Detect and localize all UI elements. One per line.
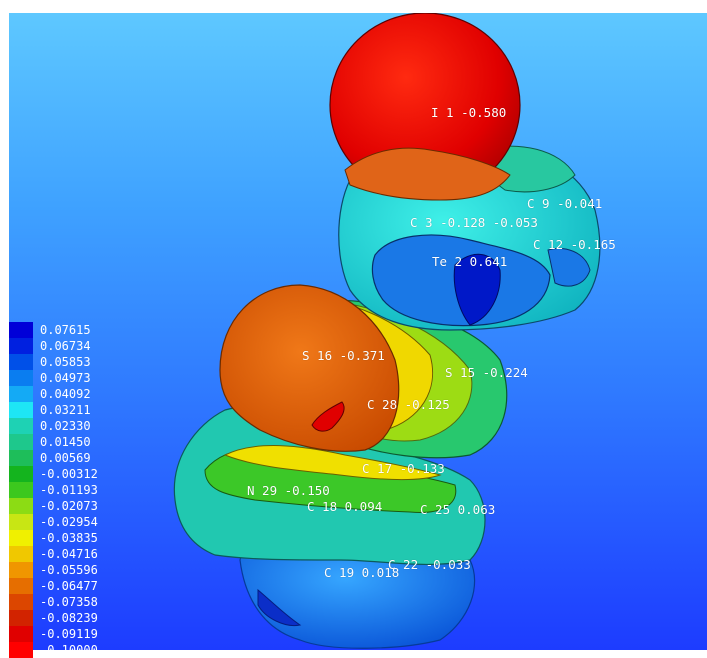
atom-label: C 19 0.018 <box>324 565 400 580</box>
legend-row: -0.00312 <box>9 466 129 482</box>
te-darkblue-core <box>453 253 501 326</box>
legend-row: 0.04092 <box>9 386 129 402</box>
legend-swatch <box>9 434 33 450</box>
legend-swatch <box>9 338 33 354</box>
atom-label: I 1 -0.580 <box>431 105 507 120</box>
atom-label: C 12 -0.165 <box>533 237 616 252</box>
legend-value: 0.01450 <box>40 435 91 449</box>
legend-row: -0.09119 <box>9 626 129 642</box>
legend-value: 0.00569 <box>40 451 91 465</box>
legend-row: -0.05596 <box>9 562 129 578</box>
atom-label: C 9 -0.041 <box>527 196 603 211</box>
legend-value: -0.05596 <box>40 563 98 577</box>
legend-value: -0.00312 <box>40 467 98 481</box>
legend-value: -0.07358 <box>40 595 98 609</box>
legend-row: 0.01450 <box>9 434 129 450</box>
legend-swatch <box>9 418 33 434</box>
atom-label: C 18 0.094 <box>307 499 383 514</box>
legend-row: -0.02954 <box>9 514 129 530</box>
legend-value: -0.03835 <box>40 531 98 545</box>
legend-swatch <box>9 450 33 466</box>
legend-value: -0.08239 <box>40 611 98 625</box>
legend-row: -0.10000 <box>9 642 129 658</box>
atom-label: N 29 -0.150 <box>247 483 330 498</box>
legend-swatch <box>9 322 33 338</box>
legend-value: -0.04716 <box>40 547 98 561</box>
middle-orange-lobe <box>219 284 400 452</box>
legend-value: 0.05853 <box>40 355 91 369</box>
electrostatic-potential-surface <box>173 13 601 649</box>
atom-label: C 17 -0.133 <box>362 461 445 476</box>
legend-row: 0.04973 <box>9 370 129 386</box>
red-patch <box>311 401 345 432</box>
atom-label: S 15 -0.224 <box>445 365 528 380</box>
legend-swatch <box>9 626 33 642</box>
c12-blue-patch <box>547 247 591 287</box>
iodine-orange-band <box>344 147 511 201</box>
atom-label: C 3 -0.128 -0.053 <box>410 215 538 230</box>
legend-row: -0.04716 <box>9 546 129 562</box>
legend-value: -0.01193 <box>40 483 98 497</box>
atom-label: S 16 -0.371 <box>302 348 385 363</box>
legend-row: -0.07358 <box>9 594 129 610</box>
legend-row: -0.03835 <box>9 530 129 546</box>
legend-swatch <box>9 402 33 418</box>
legend-row: 0.06734 <box>9 338 129 354</box>
legend-row: 0.03211 <box>9 402 129 418</box>
atom-label: C 22 -0.033 <box>388 557 471 572</box>
legend-value: -0.10000 <box>40 643 98 657</box>
atom-label: Te 2 0.641 <box>432 254 508 269</box>
legend-value: -0.02954 <box>40 515 98 529</box>
legend-swatch <box>9 642 33 658</box>
legend-swatch <box>9 386 33 402</box>
legend-value: -0.06477 <box>40 579 98 593</box>
legend-row: -0.08239 <box>9 610 129 626</box>
legend-swatch <box>9 354 33 370</box>
atom-label: C 25 0.063 <box>420 502 496 517</box>
legend-row: 0.05853 <box>9 354 129 370</box>
legend-row: -0.01193 <box>9 482 129 498</box>
legend-swatch <box>9 594 33 610</box>
legend-row: 0.02330 <box>9 418 129 434</box>
legend-swatch <box>9 610 33 626</box>
legend-swatch <box>9 562 33 578</box>
molecule-viewport[interactable]: I 1 -0.580 C 9 -0.041 C 3 -0.128 -0.053 … <box>9 13 707 650</box>
legend-swatch <box>9 530 33 546</box>
dark-blue-patch <box>257 588 302 627</box>
legend-swatch <box>9 466 33 482</box>
legend-value: -0.02073 <box>40 499 98 513</box>
legend-value: 0.02330 <box>40 419 91 433</box>
legend-row: 0.00569 <box>9 450 129 466</box>
legend-swatch <box>9 482 33 498</box>
legend-swatch <box>9 546 33 562</box>
legend-swatch <box>9 578 33 594</box>
legend-row: -0.02073 <box>9 498 129 514</box>
color-scale-legend: 0.07615 0.06734 0.05853 0.04973 0.04092 0.032… <box>9 322 129 658</box>
legend-value: 0.07615 <box>40 323 91 337</box>
legend-row: -0.06477 <box>9 578 129 594</box>
atom-label: C 28 -0.125 <box>367 397 450 412</box>
legend-swatch <box>9 370 33 386</box>
legend-value: 0.06734 <box>40 339 91 353</box>
legend-value: 0.03211 <box>40 403 91 417</box>
yellow-band <box>223 445 442 481</box>
legend-value: 0.04973 <box>40 371 91 385</box>
legend-swatch <box>9 498 33 514</box>
legend-value: -0.09119 <box>40 627 98 641</box>
legend-value: 0.04092 <box>40 387 91 401</box>
legend-row: 0.07615 <box>9 322 129 338</box>
legend-swatch <box>9 514 33 530</box>
